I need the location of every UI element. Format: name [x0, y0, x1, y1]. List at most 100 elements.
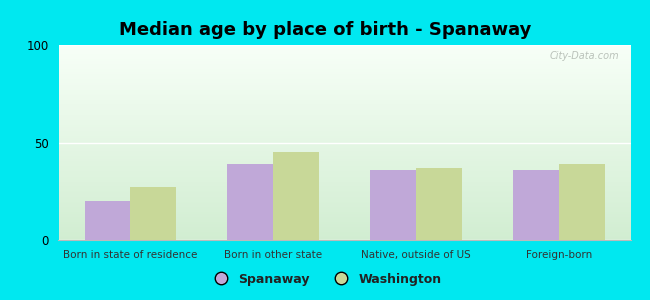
Bar [58, 151, 630, 152]
Bar [58, 195, 630, 196]
Bar [58, 206, 630, 207]
Bar [58, 65, 630, 66]
Bar [58, 112, 630, 113]
Bar [58, 233, 630, 234]
Bar [58, 161, 630, 162]
Bar [58, 184, 630, 185]
Bar [58, 218, 630, 220]
Bar [58, 197, 630, 198]
Bar [227, 164, 273, 240]
Bar [58, 148, 630, 149]
Bar [58, 164, 630, 165]
Bar [58, 113, 630, 114]
Bar [58, 75, 630, 76]
Bar [58, 178, 630, 179]
Bar [58, 115, 630, 116]
Bar [58, 70, 630, 71]
Bar [58, 163, 630, 164]
Bar [58, 89, 630, 90]
Bar [58, 170, 630, 171]
Bar [58, 123, 630, 124]
Bar [58, 169, 630, 170]
Bar [58, 117, 630, 118]
Bar [58, 74, 630, 75]
Bar [58, 55, 630, 56]
Bar [58, 128, 630, 129]
Bar [58, 172, 630, 173]
Bar [58, 98, 630, 99]
Bar [58, 47, 630, 48]
Bar [58, 232, 630, 233]
Bar [58, 61, 630, 62]
Bar [58, 224, 630, 225]
Bar [58, 100, 630, 101]
Bar [559, 164, 604, 240]
Bar [58, 212, 630, 213]
Bar [58, 217, 630, 218]
Bar [58, 100, 630, 101]
Bar [58, 91, 630, 92]
Bar [58, 150, 630, 151]
Bar [58, 82, 630, 83]
Bar [58, 144, 630, 145]
Bar [58, 126, 630, 127]
Bar [58, 215, 630, 216]
Bar [58, 220, 630, 221]
Bar [58, 71, 630, 72]
Bar [58, 237, 630, 238]
Bar [58, 223, 630, 224]
Bar [58, 189, 630, 190]
Bar [58, 90, 630, 91]
Bar [58, 50, 630, 51]
Bar [58, 134, 630, 135]
Bar [58, 209, 630, 210]
Bar [58, 103, 630, 104]
Bar [58, 45, 630, 46]
Bar [58, 92, 630, 93]
Bar [58, 166, 630, 167]
Bar [58, 158, 630, 159]
Bar [58, 111, 630, 112]
Bar [58, 73, 630, 74]
Bar [58, 177, 630, 178]
Bar [58, 153, 630, 154]
Bar [58, 107, 630, 108]
Bar [58, 179, 630, 181]
Bar [58, 84, 630, 85]
Bar [58, 79, 630, 80]
Bar [58, 174, 630, 175]
Bar [58, 110, 630, 111]
Bar [58, 147, 630, 148]
Bar [58, 72, 630, 73]
Bar [58, 155, 630, 156]
Bar [58, 235, 630, 236]
Bar [58, 239, 630, 240]
Bar [58, 83, 630, 84]
Bar [58, 56, 630, 57]
Bar [58, 194, 630, 195]
Bar [58, 122, 630, 123]
Bar [58, 109, 630, 110]
Bar [58, 181, 630, 182]
Bar [58, 94, 630, 95]
Bar [58, 198, 630, 199]
Bar [58, 66, 630, 68]
Bar [58, 207, 630, 208]
Bar [58, 97, 630, 98]
Bar [58, 88, 630, 89]
Bar [58, 53, 630, 54]
Bar [58, 116, 630, 117]
Bar [58, 49, 630, 50]
Bar [58, 138, 630, 139]
Bar [58, 120, 630, 121]
Bar [58, 175, 630, 176]
Bar [58, 185, 630, 186]
Bar [58, 96, 630, 97]
Text: Median age by place of birth - Spanaway: Median age by place of birth - Spanaway [119, 21, 531, 39]
Bar [58, 231, 630, 232]
Bar [58, 176, 630, 177]
Bar [58, 214, 630, 215]
Bar [58, 157, 630, 158]
Bar [58, 124, 630, 125]
Bar [58, 149, 630, 150]
